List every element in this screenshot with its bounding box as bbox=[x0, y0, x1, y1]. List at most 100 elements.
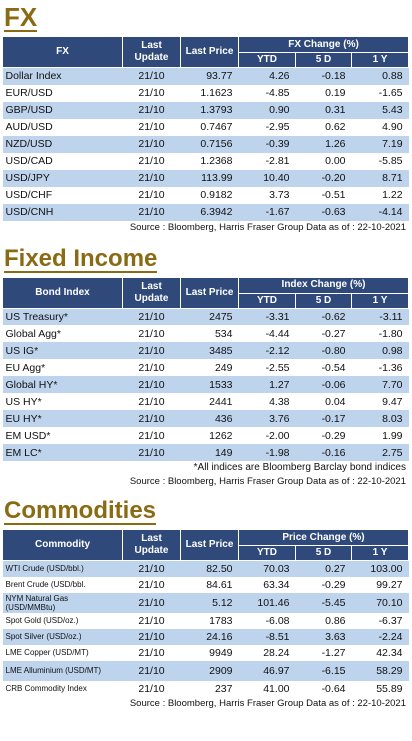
last-update-cell: 21/10 bbox=[122, 84, 181, 102]
last-update-cell: 21/10 bbox=[122, 376, 181, 393]
last-price-cell: 0.7467 bbox=[180, 118, 239, 136]
fx-header-last-update: Last Update bbox=[122, 36, 181, 68]
row-name-cell: USD/CNH bbox=[2, 203, 123, 221]
row-name-cell: Global HY* bbox=[2, 376, 123, 393]
ytd-cell: 4.26 bbox=[238, 67, 296, 85]
row-name-cell: WTI Crude (USD/bbl.) bbox=[2, 560, 123, 577]
5d-cell: -0.51 bbox=[295, 186, 352, 204]
last-update-cell: 21/10 bbox=[122, 169, 181, 187]
last-price-cell: 1.2368 bbox=[180, 152, 239, 170]
fx-header-1y: 1 Y bbox=[350, 52, 410, 68]
ytd-cell: -2.00 bbox=[238, 427, 296, 444]
last-update-cell: 21/10 bbox=[122, 410, 181, 427]
row-name-cell: LME Copper (USD/MT) bbox=[2, 644, 123, 661]
commodities-table: Commodity Last Update Last Price Price C… bbox=[2, 529, 409, 697]
last-price-cell: 1.1623 bbox=[180, 84, 239, 102]
ytd-cell: 63.34 bbox=[238, 576, 296, 593]
ytd-cell: -3.31 bbox=[238, 308, 296, 325]
cm-source: Source : Bloomberg, Harris Fraser Group … bbox=[129, 697, 406, 709]
5d-cell: 3.63 bbox=[295, 628, 352, 645]
ytd-cell: 10.40 bbox=[238, 169, 296, 187]
5d-cell: -0.80 bbox=[295, 342, 352, 359]
5d-cell: -0.16 bbox=[295, 444, 352, 461]
row-name-cell: Brent Crude (USD/bbl. bbox=[2, 576, 123, 593]
1y-cell: 58.29 bbox=[351, 660, 409, 681]
table-row: EM LC* 21/10 149 -1.98 -0.16 2.75 bbox=[2, 444, 409, 461]
1y-cell: 7.19 bbox=[351, 135, 409, 153]
row-name-cell: EU Agg* bbox=[2, 359, 123, 376]
fixed-income-table: Bond Index Last Update Last Price Index … bbox=[2, 276, 410, 461]
table-row: EU Agg* 21/10 249 -2.55 -0.54 -1.36 bbox=[2, 359, 409, 376]
row-name-cell: NZD/USD bbox=[2, 135, 123, 153]
last-update-cell: 21/10 bbox=[122, 680, 181, 697]
commodities-section: Commodities Commodity Last Update Last P… bbox=[0, 499, 412, 711]
table-row: Global Agg* 21/10 534 -4.44 -0.27 -1.80 bbox=[2, 325, 409, 342]
table-row: WTI Crude (USD/bbl.) 21/10 82.50 70.03 0.27 1… bbox=[2, 560, 409, 577]
1y-cell: 4.90 bbox=[351, 118, 409, 136]
last-price-cell: 5.12 bbox=[180, 592, 239, 613]
last-update-cell: 21/10 bbox=[122, 342, 181, 359]
table-row: USD/CAD 21/10 1.2368 -2.81 0.00 -5.85 bbox=[2, 152, 409, 170]
1y-cell: -5.85 bbox=[351, 152, 409, 170]
1y-cell: -1.65 bbox=[351, 84, 409, 102]
last-update-cell: 21/10 bbox=[122, 444, 181, 461]
table-row: US IG* 21/10 3485 -2.12 -0.80 0.98 bbox=[2, 342, 409, 359]
table-row: EM USD* 21/10 1262 -2.00 -0.29 1.99 bbox=[2, 427, 409, 444]
ytd-cell: 70.03 bbox=[238, 560, 296, 577]
1y-cell: 8.03 bbox=[351, 410, 409, 427]
1y-cell: -6.37 bbox=[351, 612, 409, 629]
5d-cell: -0.20 bbox=[295, 169, 352, 187]
table-row: US HY* 21/10 2441 4.38 0.04 9.47 bbox=[2, 393, 409, 410]
cm-body: WTI Crude (USD/bbl.) 21/10 82.50 70.03 0.27 1… bbox=[2, 560, 409, 697]
fx-body: Dollar Index 21/10 93.77 4.26 -0.18 0.88 EUR/U… bbox=[2, 67, 409, 221]
last-price-cell: 24.16 bbox=[180, 628, 239, 645]
last-update-cell: 21/10 bbox=[122, 393, 181, 410]
1y-cell: 0.88 bbox=[351, 67, 409, 85]
5d-cell: 0.86 bbox=[295, 612, 352, 629]
ytd-cell: 28.24 bbox=[238, 644, 296, 661]
last-price-cell: 249 bbox=[180, 359, 239, 376]
last-price-cell: 3485 bbox=[180, 342, 239, 359]
fi-header-last-price: Last Price bbox=[180, 276, 239, 309]
ytd-cell: -2.55 bbox=[238, 359, 296, 376]
last-update-cell: 21/10 bbox=[122, 186, 181, 204]
table-row: Global HY* 21/10 1533 1.27 -0.06 7.70 bbox=[2, 376, 409, 393]
last-price-cell: 0.9182 bbox=[180, 186, 239, 204]
last-update-cell: 21/10 bbox=[122, 359, 181, 376]
ytd-cell: -1.67 bbox=[238, 203, 296, 221]
row-name-cell: CRB Commodity Index bbox=[2, 680, 123, 697]
fi-header-ytd: YTD bbox=[238, 292, 296, 309]
last-price-cell: 237 bbox=[180, 680, 239, 697]
table-row: EU HY* 21/10 436 3.76 -0.17 8.03 bbox=[2, 410, 409, 427]
fi-header-change: Index Change (%) bbox=[237, 276, 410, 294]
last-price-cell: 2909 bbox=[180, 660, 239, 681]
fx-header-name: FX bbox=[2, 36, 123, 68]
row-name-cell: EU HY* bbox=[2, 410, 123, 427]
table-row: Brent Crude (USD/bbl. 21/10 84.61 63.34 -0.2… bbox=[2, 576, 409, 593]
fi-header-1y: 1 Y bbox=[350, 292, 410, 309]
last-update-cell: 21/10 bbox=[122, 67, 181, 85]
row-name-cell: AUD/USD bbox=[2, 118, 123, 136]
5d-cell: -0.17 bbox=[295, 410, 352, 427]
last-update-cell: 21/10 bbox=[122, 118, 181, 136]
5d-cell: -0.29 bbox=[295, 576, 352, 593]
fi-header-5d: 5 D bbox=[295, 292, 352, 309]
table-row: NZD/USD 21/10 0.7156 -0.39 1.26 7.19 bbox=[2, 135, 409, 153]
table-row: NYM Natural Gas (USD/MMBtu) 21/10 5.12 101.… bbox=[2, 592, 409, 613]
fx-table: FX Last Update Last Price FX Change (%) … bbox=[2, 36, 410, 221]
5d-cell: -0.06 bbox=[295, 376, 352, 393]
ytd-cell: -6.08 bbox=[238, 612, 296, 629]
ytd-cell: -1.98 bbox=[238, 444, 296, 461]
last-update-cell: 21/10 bbox=[122, 576, 181, 593]
table-row: GBP/USD 21/10 1.3793 0.90 0.31 5.43 bbox=[2, 101, 409, 119]
cm-header-last-price: Last Price bbox=[180, 529, 239, 561]
last-price-cell: 149 bbox=[180, 444, 239, 461]
last-update-cell: 21/10 bbox=[122, 560, 181, 577]
last-update-cell: 21/10 bbox=[122, 612, 181, 629]
5d-cell: -0.27 bbox=[295, 325, 352, 342]
ytd-cell: 1.27 bbox=[238, 376, 296, 393]
5d-cell: -6.15 bbox=[295, 660, 352, 681]
5d-cell: -5.45 bbox=[295, 592, 352, 613]
row-name-cell: US IG* bbox=[2, 342, 123, 359]
cm-header-ytd: YTD bbox=[238, 545, 296, 561]
